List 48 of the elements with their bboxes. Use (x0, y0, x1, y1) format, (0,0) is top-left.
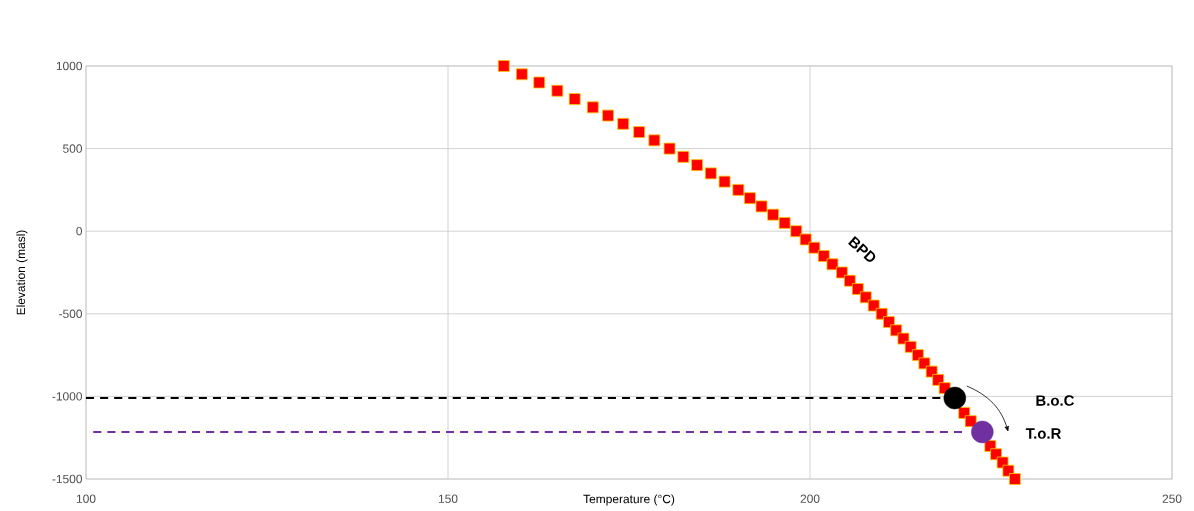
point (778, 217, 791, 229)
annotation: B.o.C (1036, 395, 1075, 406)
point (808, 241, 821, 254)
y-tick-label: 1000 (56, 61, 83, 71)
point (971, 420, 994, 444)
y-axis-title: Elevation (masl) (16, 230, 28, 315)
point (568, 93, 581, 105)
point (704, 167, 717, 180)
point (826, 258, 839, 271)
x-axis-title: Temperature (°C) (583, 494, 675, 506)
x-tick-label: 150 (438, 494, 458, 503)
point (799, 233, 812, 246)
point (602, 109, 614, 122)
point (817, 250, 830, 262)
x-tick-label: 200 (800, 494, 820, 503)
y-tick-label: -500 (59, 309, 83, 319)
point (533, 76, 546, 89)
point (551, 84, 564, 97)
point (859, 291, 872, 304)
y-tick-label: -1500 (52, 474, 83, 484)
point (732, 184, 745, 196)
point (633, 126, 646, 138)
point (904, 340, 917, 353)
point (851, 283, 864, 295)
point (617, 117, 630, 130)
point (744, 192, 756, 205)
y-tick-label: 500 (63, 144, 83, 153)
point (790, 225, 803, 238)
point (755, 200, 768, 213)
point (843, 274, 856, 287)
y-tick-label: 0 (76, 226, 83, 236)
point (663, 142, 676, 155)
x-tick-label: 100 (76, 494, 96, 503)
point (835, 266, 848, 279)
y-tick-label: -1000 (52, 392, 83, 401)
x-tick-label: 250 (1162, 494, 1182, 503)
point (1009, 473, 1021, 485)
point (648, 134, 661, 147)
point (497, 60, 510, 72)
point (691, 159, 703, 172)
point (867, 299, 880, 312)
point (677, 150, 690, 163)
point (515, 68, 528, 81)
annotation: T.o.R (1025, 428, 1062, 439)
point (943, 386, 967, 410)
point (767, 208, 779, 221)
point (586, 101, 599, 114)
point (718, 175, 731, 188)
